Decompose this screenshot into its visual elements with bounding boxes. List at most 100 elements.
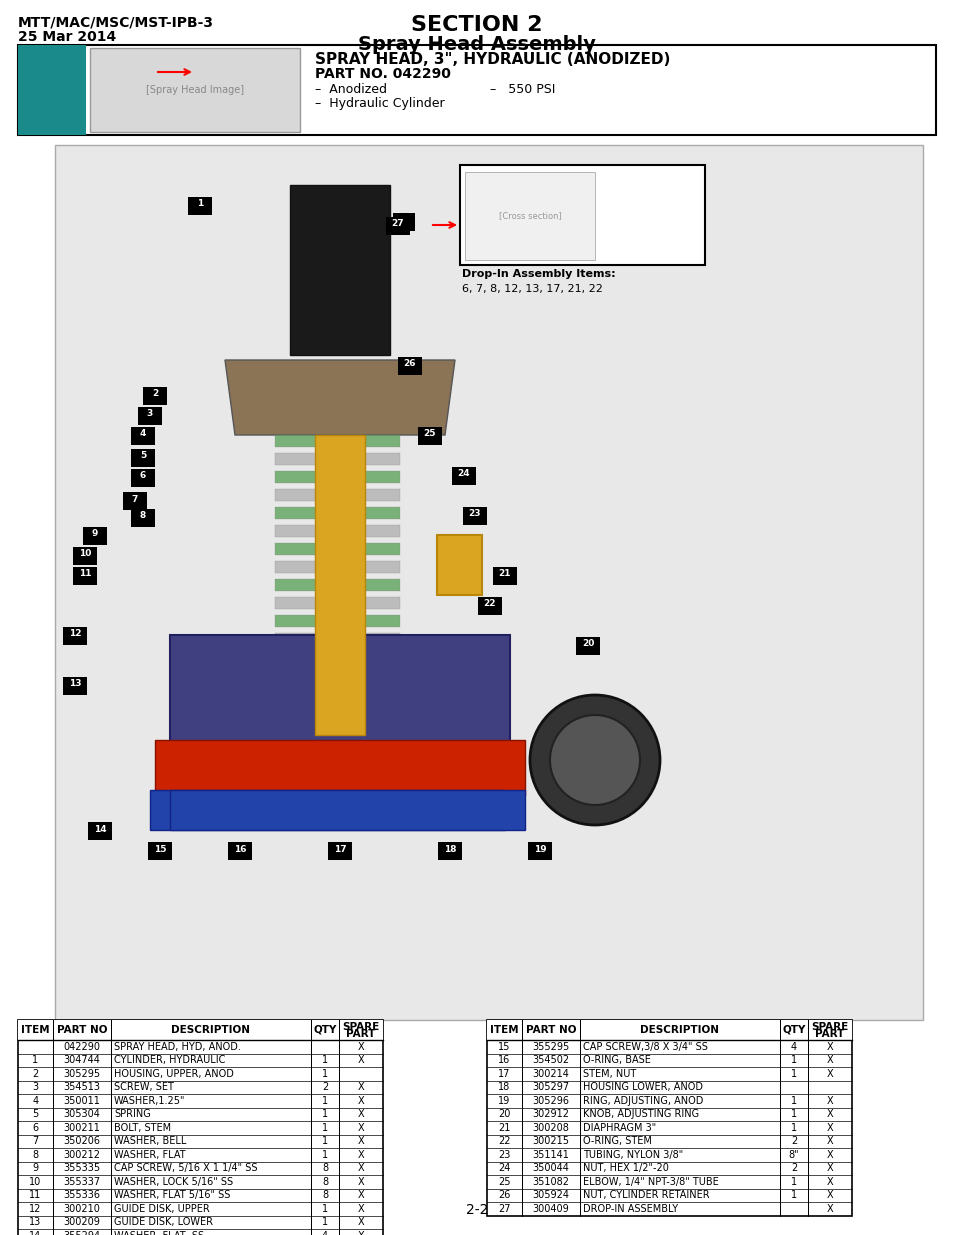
Polygon shape xyxy=(274,543,399,555)
Text: 14: 14 xyxy=(30,1231,42,1235)
Text: X: X xyxy=(357,1231,364,1235)
Bar xyxy=(83,527,107,545)
Text: 27: 27 xyxy=(397,219,413,228)
Text: 8: 8 xyxy=(321,1177,328,1187)
Text: X: X xyxy=(826,1095,832,1105)
Text: 042290: 042290 xyxy=(64,1042,100,1052)
Text: 354502: 354502 xyxy=(532,1055,569,1066)
Text: 3: 3 xyxy=(147,410,153,419)
Text: 350044: 350044 xyxy=(532,1163,569,1173)
Polygon shape xyxy=(290,185,390,354)
Text: 1: 1 xyxy=(321,1055,328,1066)
Text: NUT, HEX 1/2"-20: NUT, HEX 1/2"-20 xyxy=(582,1163,668,1173)
Bar xyxy=(486,1020,851,1215)
Text: X: X xyxy=(357,1136,364,1146)
Text: SPARE: SPARE xyxy=(810,1023,848,1032)
Text: X: X xyxy=(826,1055,832,1066)
Text: 302912: 302912 xyxy=(532,1109,569,1119)
Text: 12: 12 xyxy=(69,630,81,638)
Text: 7: 7 xyxy=(32,1136,38,1146)
Bar xyxy=(148,842,172,860)
Text: X: X xyxy=(357,1082,364,1092)
Text: O-RING, STEM: O-RING, STEM xyxy=(582,1136,651,1146)
Bar xyxy=(18,1020,382,1235)
Text: 1: 1 xyxy=(321,1150,328,1160)
Bar xyxy=(393,212,415,231)
Text: 27: 27 xyxy=(392,220,404,228)
Text: WASHER, LOCK 5/16" SS: WASHER, LOCK 5/16" SS xyxy=(113,1177,233,1187)
Bar xyxy=(18,44,935,135)
Text: SPRING: SPRING xyxy=(113,1109,151,1119)
Bar xyxy=(464,172,595,261)
Text: SCREW, SET: SCREW, SET xyxy=(113,1082,173,1092)
Text: 1: 1 xyxy=(321,1095,328,1105)
Text: 13: 13 xyxy=(69,679,81,688)
Text: Spray Head Assembly: Spray Head Assembly xyxy=(357,35,596,54)
Text: 1: 1 xyxy=(790,1109,796,1119)
Text: 350011: 350011 xyxy=(64,1095,100,1105)
Circle shape xyxy=(550,715,639,805)
Text: HOUSING LOWER, ANOD: HOUSING LOWER, ANOD xyxy=(582,1082,702,1092)
Bar xyxy=(576,637,599,655)
Text: 1: 1 xyxy=(321,1068,328,1078)
Text: BOLT, STEM: BOLT, STEM xyxy=(113,1123,171,1132)
Text: X: X xyxy=(357,1204,364,1214)
Text: X: X xyxy=(826,1177,832,1187)
Text: 355336: 355336 xyxy=(64,1191,100,1200)
Text: 7: 7 xyxy=(132,494,138,504)
Bar xyxy=(63,677,87,695)
Text: 6: 6 xyxy=(140,472,146,480)
Text: 1: 1 xyxy=(32,1055,38,1066)
Text: 5: 5 xyxy=(140,452,146,461)
Bar xyxy=(477,597,501,615)
Text: 305924: 305924 xyxy=(532,1191,569,1200)
Text: 1: 1 xyxy=(790,1191,796,1200)
Text: 23: 23 xyxy=(497,1150,510,1160)
Text: 300208: 300208 xyxy=(532,1123,569,1132)
Text: X: X xyxy=(357,1218,364,1228)
Text: ITEM: ITEM xyxy=(490,1025,518,1035)
Text: [Cross section]: [Cross section] xyxy=(498,211,560,221)
Text: 8": 8" xyxy=(788,1150,799,1160)
Bar xyxy=(486,1020,851,1040)
Text: CYLINDER, HYDRAULIC: CYLINDER, HYDRAULIC xyxy=(113,1055,225,1066)
Text: WASHER, FLAT 5/16" SS: WASHER, FLAT 5/16" SS xyxy=(113,1191,230,1200)
Text: 10: 10 xyxy=(79,550,91,558)
Text: 24: 24 xyxy=(497,1163,510,1173)
Text: 2: 2 xyxy=(790,1163,797,1173)
Text: 8: 8 xyxy=(321,1191,328,1200)
Text: 1: 1 xyxy=(321,1218,328,1228)
Text: 355295: 355295 xyxy=(532,1042,569,1052)
Text: –  Hydraulic Cylinder: – Hydraulic Cylinder xyxy=(314,98,444,110)
Polygon shape xyxy=(150,790,504,830)
Bar xyxy=(131,450,154,467)
Text: RING, ADJUSTING, ANOD: RING, ADJUSTING, ANOD xyxy=(582,1095,702,1105)
Text: X: X xyxy=(826,1136,832,1146)
Bar xyxy=(437,842,461,860)
Text: 1: 1 xyxy=(790,1123,796,1132)
Text: X: X xyxy=(826,1042,832,1052)
Bar xyxy=(314,435,365,735)
Text: 8: 8 xyxy=(32,1150,38,1160)
Text: 350206: 350206 xyxy=(64,1136,100,1146)
Text: QTY: QTY xyxy=(781,1025,805,1035)
Text: 351141: 351141 xyxy=(532,1150,569,1160)
Text: 2-2: 2-2 xyxy=(465,1203,488,1216)
Bar xyxy=(436,535,481,595)
Bar xyxy=(417,427,441,445)
Text: 24: 24 xyxy=(457,469,470,478)
Text: WASHER, FLAT  SS: WASHER, FLAT SS xyxy=(113,1231,204,1235)
Text: 300211: 300211 xyxy=(64,1123,100,1132)
Text: 23: 23 xyxy=(468,510,480,519)
Text: 20: 20 xyxy=(581,640,594,648)
Text: X: X xyxy=(357,1095,364,1105)
Text: 355294: 355294 xyxy=(63,1231,100,1235)
Polygon shape xyxy=(170,635,510,755)
Text: 6, 7, 8, 12, 13, 17, 21, 22: 6, 7, 8, 12, 13, 17, 21, 22 xyxy=(461,284,602,294)
Text: 26: 26 xyxy=(403,359,416,368)
Text: Drop-In Assembly Items:: Drop-In Assembly Items: xyxy=(461,269,615,279)
Text: WASHER,1.25": WASHER,1.25" xyxy=(113,1095,185,1105)
Text: 305296: 305296 xyxy=(532,1095,569,1105)
Text: X: X xyxy=(357,1042,364,1052)
Bar xyxy=(188,198,212,215)
